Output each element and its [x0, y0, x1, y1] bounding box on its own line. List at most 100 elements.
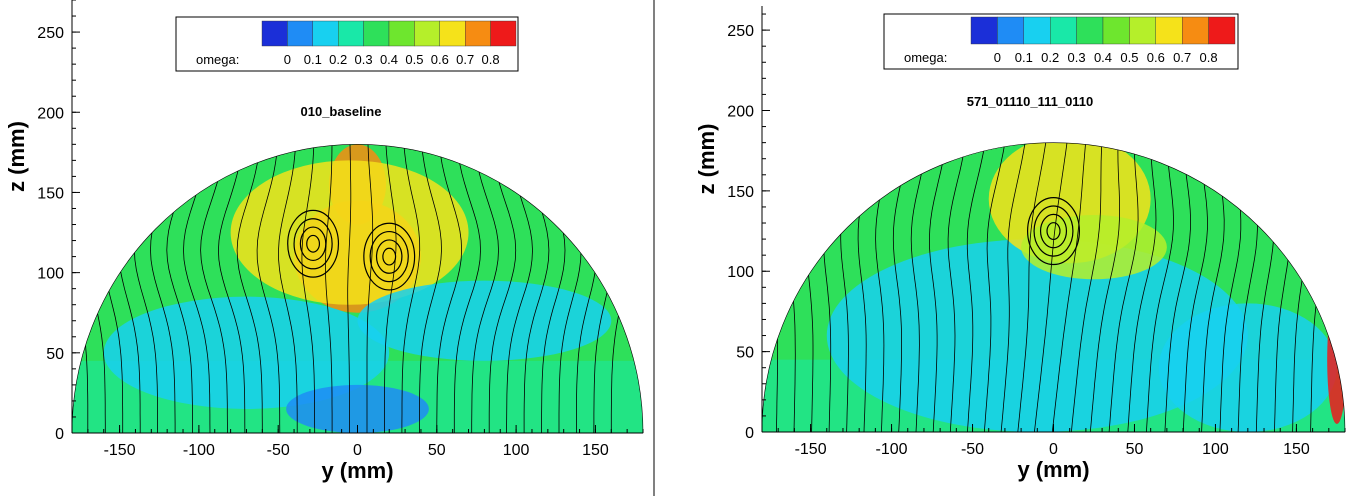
contour-region: [826, 239, 1248, 432]
legend-swatch: [997, 16, 1025, 45]
legend-swatch: [439, 20, 466, 47]
streamline: [1164, 142, 1192, 433]
vortex-ring: [382, 247, 397, 266]
streamline: [1034, 142, 1068, 433]
streamline: [301, 144, 316, 434]
legend-swatch: [490, 20, 517, 47]
legend-swatch: [338, 20, 364, 47]
vortex-ring: [369, 230, 409, 283]
streamline: [384, 144, 397, 433]
streamline: [436, 144, 463, 433]
vortex-ring: [299, 226, 327, 262]
legend-swatch: [970, 16, 998, 45]
legend-swatch: [363, 20, 390, 47]
y-tick-label: 150: [727, 184, 754, 201]
legend-tick-label: 0.5: [1120, 50, 1138, 65]
streamline: [419, 144, 442, 433]
legend-swatch: [1076, 16, 1104, 45]
legend-tick-label: 0.8: [482, 52, 500, 67]
x-tick-label: 150: [582, 442, 609, 459]
streamline: [1000, 142, 1026, 433]
vortex-ring: [306, 234, 321, 253]
streamline: [453, 144, 481, 433]
legend-swatch: [1181, 16, 1209, 45]
streamline: [347, 144, 352, 433]
x-tick-label: 100: [503, 442, 530, 459]
legend-tick-label: 0: [284, 52, 291, 67]
legend-swatch: [1102, 16, 1130, 45]
legend-swatch: [414, 20, 440, 47]
streamline: [1071, 142, 1103, 433]
x-tick-label: -50: [961, 441, 984, 458]
y-tick-label: 100: [727, 264, 754, 281]
contour-field: [762, 142, 1345, 433]
x-tick-label: 50: [1126, 441, 1144, 458]
streamline: [1127, 142, 1157, 433]
legend-tick-label: 0.6: [1147, 50, 1165, 65]
streamline: [217, 144, 246, 434]
legend-tick-label: 0: [994, 50, 1001, 65]
legend-tick-label: 0.3: [355, 52, 373, 67]
legend-tick-label: 0.1: [1015, 50, 1033, 65]
y-axis-title: z (mm): [694, 124, 719, 195]
streamline: [471, 144, 499, 433]
axes: [761, 6, 1346, 433]
legend-tick-label: 0.5: [405, 52, 423, 67]
colorbar-legend: omega: 0 0.1 0.2 0.3 0.4 0.5 0.6 0.7 0.8: [883, 13, 1239, 70]
y-tick-label: 200: [37, 105, 64, 122]
streamline: [366, 144, 374, 433]
contour-region: [286, 384, 429, 434]
legend-swatch: [1023, 16, 1051, 45]
vortex-ring: [287, 209, 340, 278]
legend-swatch: [261, 20, 288, 47]
x-axis-title: y (mm): [321, 458, 393, 483]
plot-title: 571_01110_111_0110: [967, 94, 1094, 109]
legend-tick-label: 0.6: [431, 52, 449, 67]
legend-tick-label: 0.4: [380, 52, 398, 67]
y-tick-label: 200: [727, 103, 754, 120]
legend-swatch: [1155, 16, 1183, 45]
y-tick-label: 100: [37, 266, 64, 283]
streamline: [1146, 142, 1174, 433]
legend-swatch: [1049, 16, 1077, 45]
streamline: [947, 142, 966, 433]
vortex-ring: [293, 218, 333, 270]
y-tick-label: 250: [37, 25, 64, 42]
streamline: [1051, 142, 1086, 433]
streamline: [256, 144, 281, 434]
chart-panel-left: -150 -100 -50 0 50 100 150 0 50 100 150 200 250 y (mm…: [4, 0, 644, 483]
y-tick-label: 0: [745, 425, 754, 442]
vortex-ring: [375, 239, 403, 274]
y-tick-label: 0: [55, 426, 64, 443]
streamline: [910, 142, 928, 433]
x-axis-title: y (mm): [1017, 457, 1089, 482]
legend-label: omega:: [904, 50, 947, 65]
legend-swatch: [388, 20, 415, 47]
chart-panel-right: -150 -100 -50 0 50 100 150 0 50 100 150 200 250 y (mm…: [694, 6, 1346, 482]
streamline: [401, 144, 421, 433]
legend-tick-label: 0.2: [329, 52, 347, 67]
streamline: [983, 142, 1006, 433]
legend-swatch: [1129, 16, 1157, 45]
streamline: [892, 142, 909, 433]
streamline: [1017, 142, 1047, 433]
streamline: [488, 144, 517, 433]
legend-swatch: [1208, 16, 1236, 45]
legend-tick-label: 0.2: [1041, 50, 1059, 65]
dome-outline: [71, 144, 644, 434]
legend-tick-label: 0.7: [456, 52, 474, 67]
contour-field: [72, 144, 643, 434]
contour-region: [103, 296, 390, 409]
legend-tick-label: 0.4: [1094, 50, 1112, 65]
vortex-ring: [1046, 222, 1061, 241]
legend-tick-label: 0.7: [1173, 50, 1191, 65]
legend-swatch: [287, 20, 313, 47]
colorbar-legend: omega: 0 0.1 0.2 0.3 0.4 0.5 0.6 0.7 0.8: [175, 16, 519, 72]
legend-tick-label: 0.3: [1068, 50, 1086, 65]
streamline: [928, 142, 947, 433]
contour-region: [1158, 303, 1337, 432]
plot-title: 010_baseline: [301, 104, 382, 119]
x-tick-label: 50: [428, 442, 446, 459]
x-tick-label: -50: [267, 442, 290, 459]
